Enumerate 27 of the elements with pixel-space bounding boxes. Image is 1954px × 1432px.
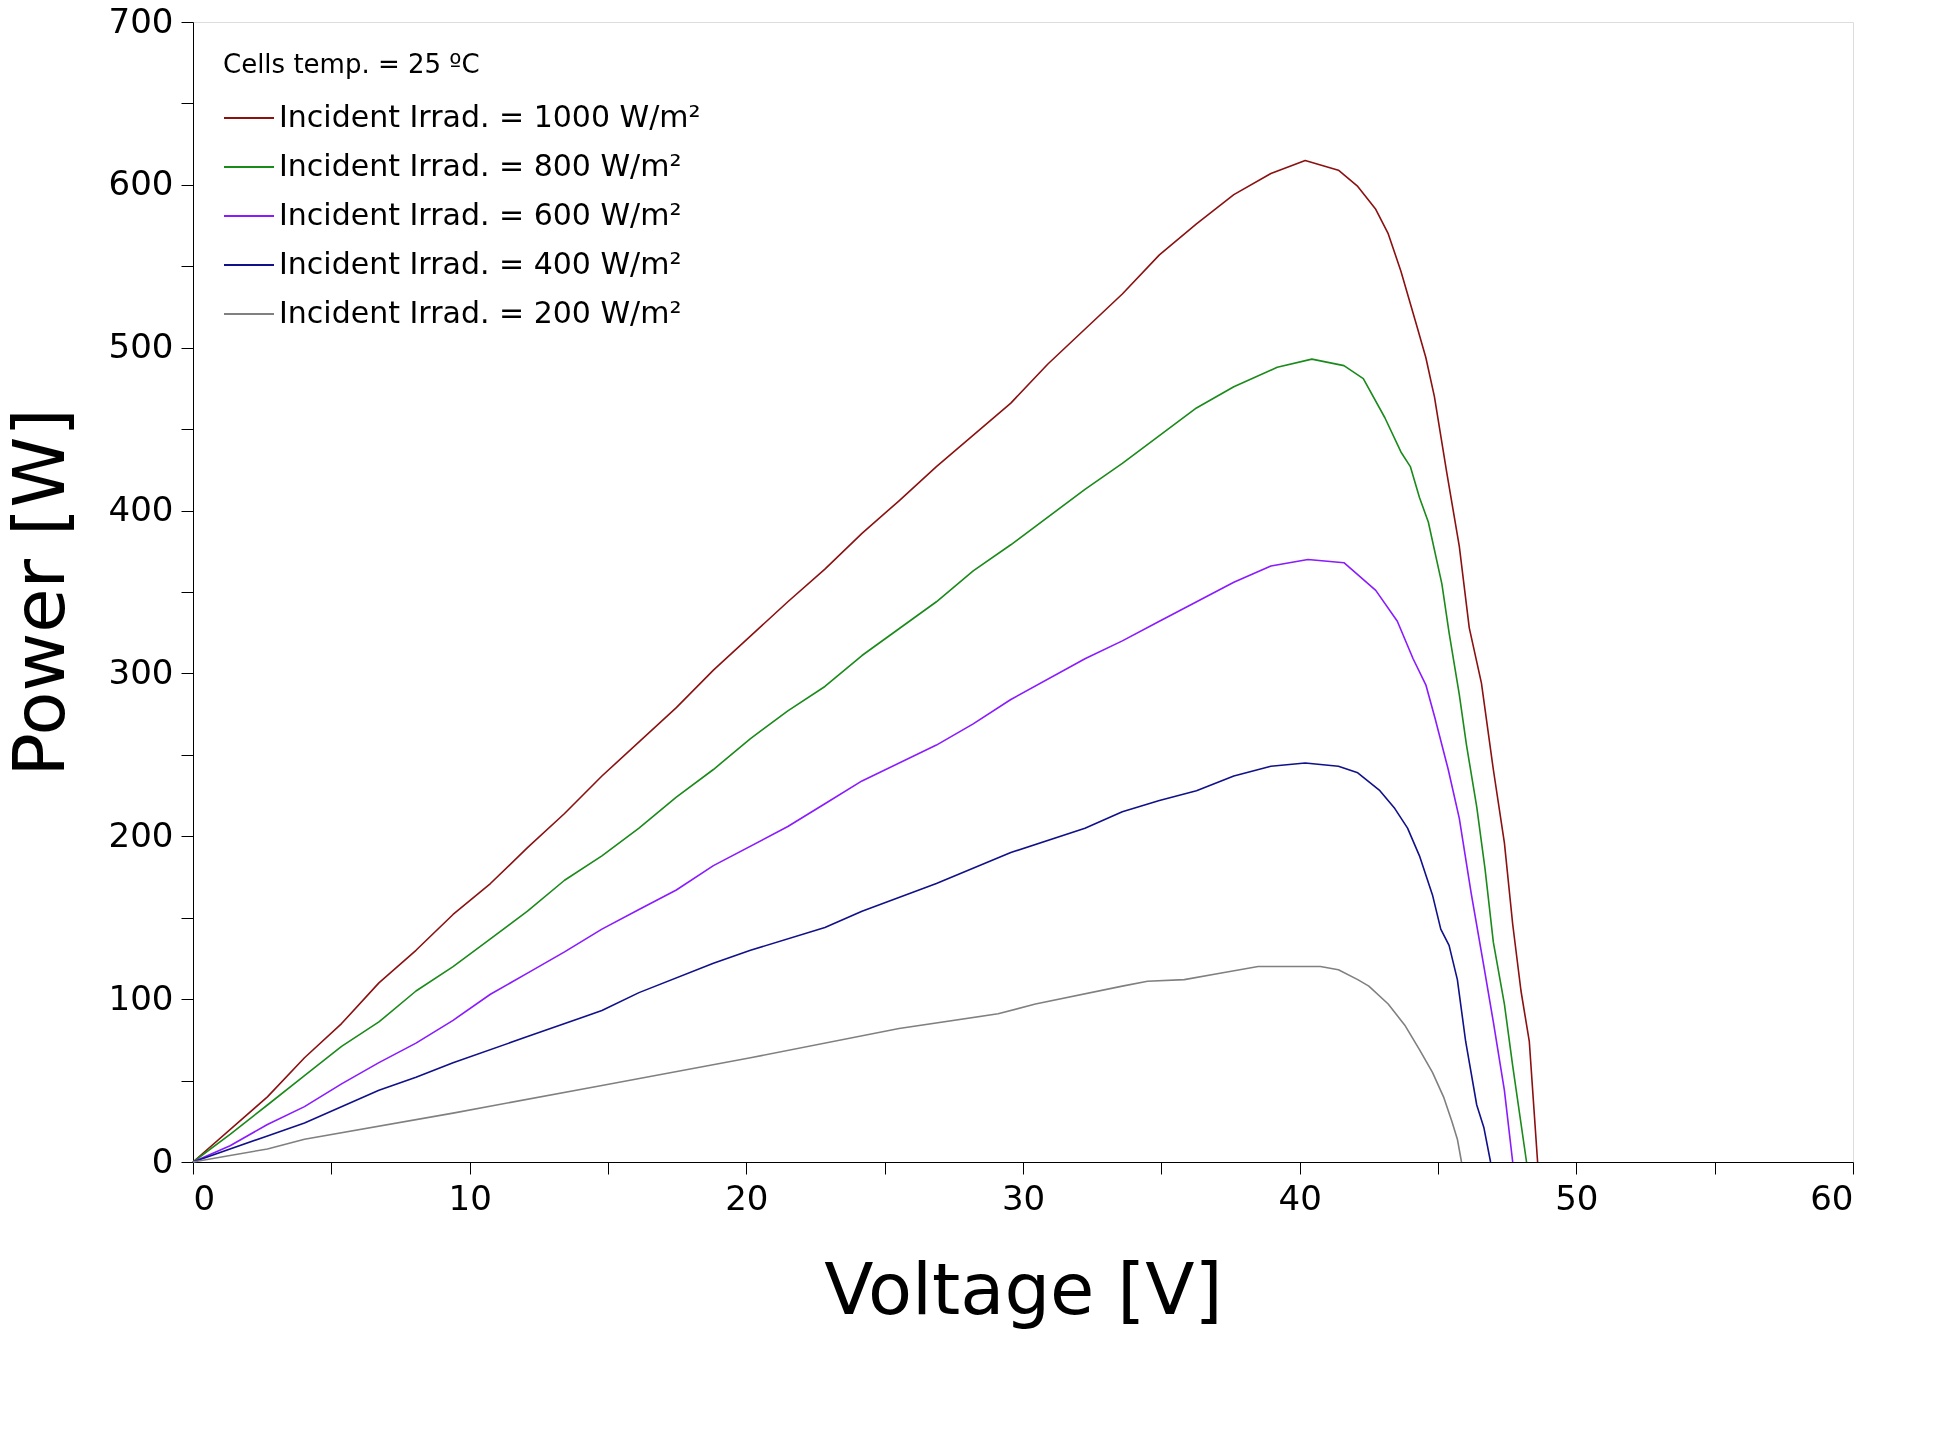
legend-title: Cells temp. = 25 ºC xyxy=(223,49,480,79)
y-tick-label: 400 xyxy=(108,489,174,530)
x-tick-label: 40 xyxy=(1278,1177,1322,1218)
line-series xyxy=(192,558,1514,1163)
x-tick-label: 0 xyxy=(193,1177,216,1218)
legend-label: Incident Irrad. = 600 W/m² xyxy=(279,197,682,232)
y-tick-label: 300 xyxy=(108,651,174,692)
legend-label: Incident Irrad. = 200 W/m² xyxy=(279,295,682,330)
legend-label: Incident Irrad. = 400 W/m² xyxy=(279,246,682,281)
legend-label: Incident Irrad. = 1000 W/m² xyxy=(279,99,701,134)
x-axis-title: Voltage [V] xyxy=(824,1246,1223,1331)
y-tick-label: 700 xyxy=(108,0,174,41)
line-series xyxy=(192,762,1492,1163)
y-axis-title: Power [W] xyxy=(0,408,81,777)
y-tick-label: 100 xyxy=(108,977,174,1018)
y-tick-label: 0 xyxy=(151,1140,174,1181)
x-tick-label: 60 xyxy=(1810,1177,1854,1218)
line-series xyxy=(192,965,1463,1163)
x-tick-label: 10 xyxy=(448,1177,492,1218)
y-tick-label: 500 xyxy=(108,326,174,367)
y-tick-label: 200 xyxy=(108,814,174,855)
y-tick-label: 600 xyxy=(108,163,174,204)
x-tick-label: 30 xyxy=(1001,1177,1046,1218)
legend-label: Incident Irrad. = 800 W/m² xyxy=(279,148,682,183)
x-tick-label: 20 xyxy=(725,1177,769,1218)
x-tick-label: 50 xyxy=(1555,1177,1599,1218)
line-series xyxy=(192,358,1528,1163)
